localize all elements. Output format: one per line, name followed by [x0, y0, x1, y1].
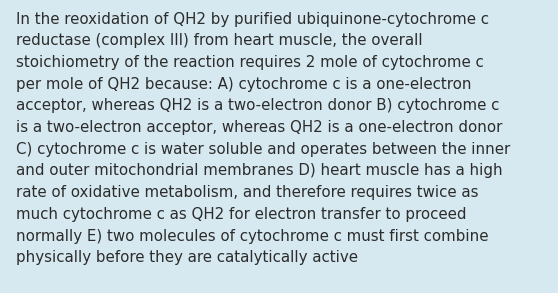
Text: acceptor, whereas QH2 is a two-electron donor B) cytochrome c: acceptor, whereas QH2 is a two-electron … — [16, 98, 499, 113]
Text: rate of oxidative metabolism, and therefore requires twice as: rate of oxidative metabolism, and theref… — [16, 185, 478, 200]
Text: stoichiometry of the reaction requires 2 mole of cytochrome c: stoichiometry of the reaction requires 2… — [16, 55, 483, 70]
Text: physically before they are catalytically active: physically before they are catalytically… — [16, 250, 358, 265]
Text: per mole of QH2 because: A) cytochrome c is a one-electron: per mole of QH2 because: A) cytochrome c… — [16, 77, 471, 92]
Text: C) cytochrome c is water soluble and operates between the inner: C) cytochrome c is water soluble and ope… — [16, 142, 510, 157]
Text: is a two-electron acceptor, whereas QH2 is a one-electron donor: is a two-electron acceptor, whereas QH2 … — [16, 120, 502, 135]
Text: much cytochrome c as QH2 for electron transfer to proceed: much cytochrome c as QH2 for electron tr… — [16, 207, 466, 222]
Text: reductase (complex III) from heart muscle, the overall: reductase (complex III) from heart muscl… — [16, 33, 422, 48]
Text: and outer mitochondrial membranes D) heart muscle has a high: and outer mitochondrial membranes D) hea… — [16, 163, 502, 178]
Text: normally E) two molecules of cytochrome c must first combine: normally E) two molecules of cytochrome … — [16, 229, 488, 243]
Text: In the reoxidation of QH2 by purified ubiquinone-cytochrome c: In the reoxidation of QH2 by purified ub… — [16, 12, 489, 27]
